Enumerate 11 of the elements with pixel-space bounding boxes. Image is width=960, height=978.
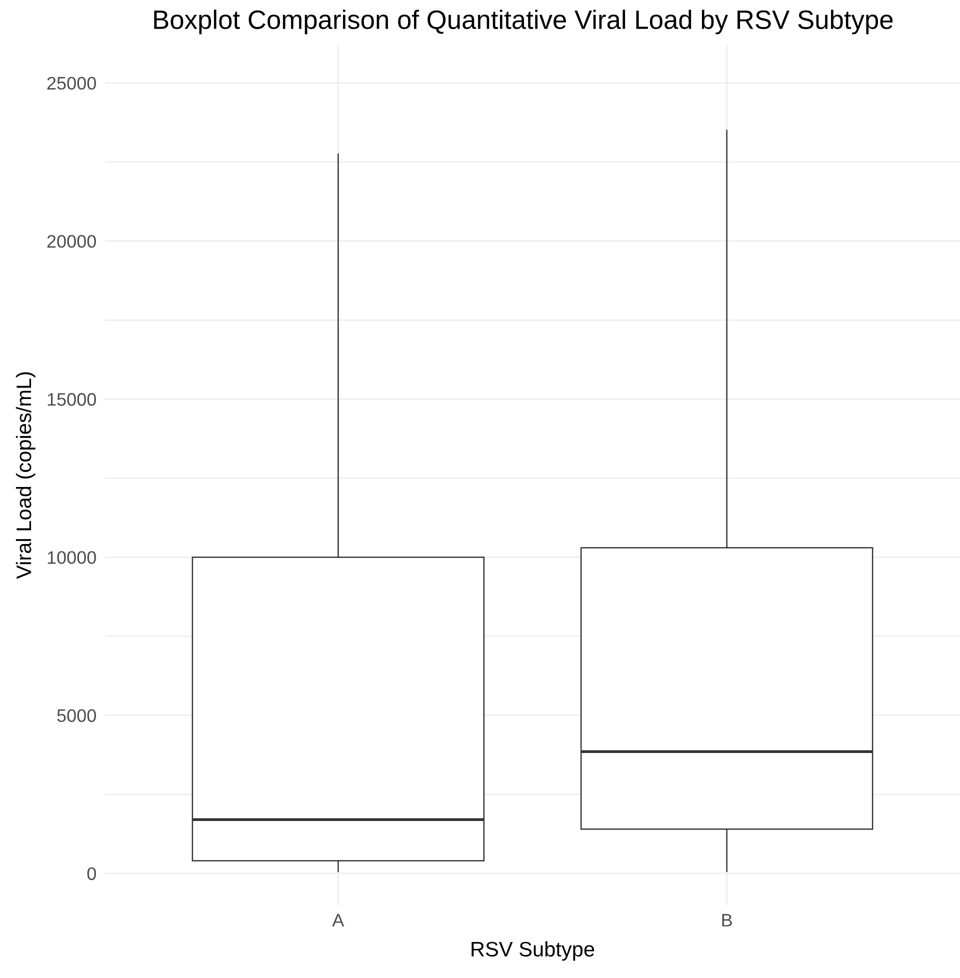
x-axis-title: RSV Subtype (472, 941, 594, 961)
y-tick-label: 15000 (48, 393, 96, 406)
x-tick-label: B (722, 914, 732, 926)
y-tick-label: 0 (87, 867, 96, 880)
y-tick-label: 5000 (57, 709, 96, 722)
y-tick-label: 20000 (47, 234, 96, 248)
y-axis-title: Viral Load (copies/mL) (16, 372, 36, 579)
y-tick-label: 25000 (47, 76, 96, 90)
chart-title: Boxplot Comparison of Quantitative Viral Load by RSV Subtype (154, 10, 893, 34)
x-tick-label: A (332, 914, 344, 926)
y-tick-label: 10000 (48, 551, 96, 564)
